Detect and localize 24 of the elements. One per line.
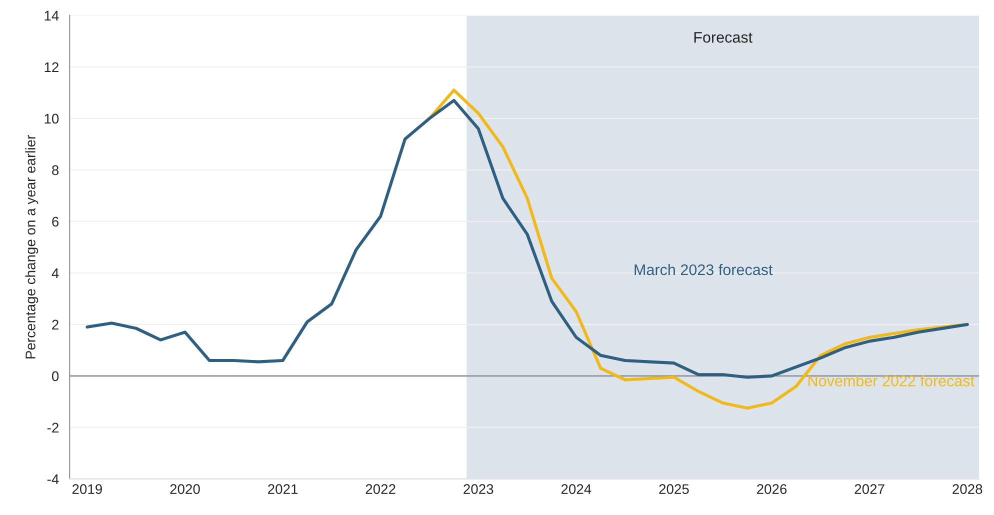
x-tick-label: 2020 [170,484,200,494]
y-tick-label: 2 [52,320,58,330]
y-tick-label: 0 [52,371,59,382]
y-tick-label: -4 [47,474,59,484]
x-tick-label: 2019 [72,484,102,494]
y-tick-label: 6 [52,216,59,227]
text: March 2023 forecast [634,264,773,276]
y-tick-label: 12 [44,62,58,72]
y-axis-title: Percentage change on a year earlier [25,135,38,358]
y-tick-label: 14 [44,10,59,20]
x-tick-label: 2025 [659,484,689,494]
x-tick-label: 2021 [268,484,298,494]
x-tick-label: 2023 [464,484,494,494]
y-tick-label: 4 [52,268,59,278]
x-tick-label: 2027 [854,484,884,494]
y-tick-label: -2 [47,422,58,432]
series-label: November 2022 forecast [808,375,974,386]
band-label: Forecast [694,32,752,43]
x-tick-label: 2026 [757,484,787,494]
x-tick-label: 2022 [366,484,396,494]
x-tick-label: 2024 [561,484,592,494]
y-tick-label: 8 [52,165,59,176]
y-tick-label: 10 [44,114,59,124]
x-tick-label: 2028 [952,484,982,494]
